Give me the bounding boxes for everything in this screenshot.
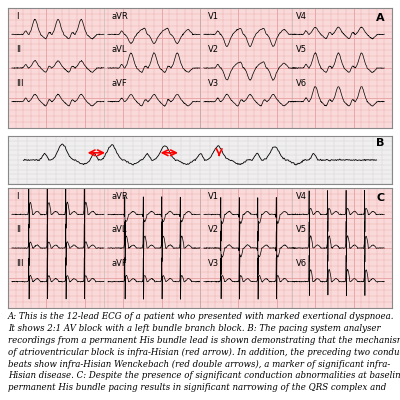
Text: V1: V1 bbox=[208, 192, 219, 201]
Text: V2: V2 bbox=[208, 226, 219, 234]
Text: V1: V1 bbox=[208, 12, 219, 21]
Text: aVF: aVF bbox=[112, 259, 128, 268]
Text: II: II bbox=[16, 226, 21, 234]
Text: III: III bbox=[16, 259, 23, 268]
Text: V4: V4 bbox=[296, 192, 307, 201]
Text: aVF: aVF bbox=[112, 79, 128, 88]
Text: aVL: aVL bbox=[112, 226, 127, 234]
Text: V5: V5 bbox=[296, 226, 307, 234]
Text: V4: V4 bbox=[296, 12, 307, 21]
Text: B: B bbox=[376, 138, 384, 148]
Text: aVR: aVR bbox=[112, 192, 128, 201]
Text: aVR: aVR bbox=[112, 12, 128, 21]
Text: V6: V6 bbox=[296, 259, 307, 268]
Text: V5: V5 bbox=[296, 46, 307, 54]
Text: A: This is the 12-lead ECG of a patient who presented with marked exertional dys: A: This is the 12-lead ECG of a patient … bbox=[8, 312, 400, 392]
Text: V3: V3 bbox=[208, 259, 219, 268]
Text: III: III bbox=[16, 79, 23, 88]
Text: C: C bbox=[376, 193, 384, 203]
Text: II: II bbox=[16, 46, 21, 54]
Text: aVL: aVL bbox=[112, 46, 127, 54]
Text: V3: V3 bbox=[208, 79, 219, 88]
Text: A: A bbox=[376, 13, 384, 23]
Text: I: I bbox=[16, 192, 18, 201]
Text: I: I bbox=[16, 12, 18, 21]
Text: V2: V2 bbox=[208, 46, 219, 54]
Text: V6: V6 bbox=[296, 79, 307, 88]
